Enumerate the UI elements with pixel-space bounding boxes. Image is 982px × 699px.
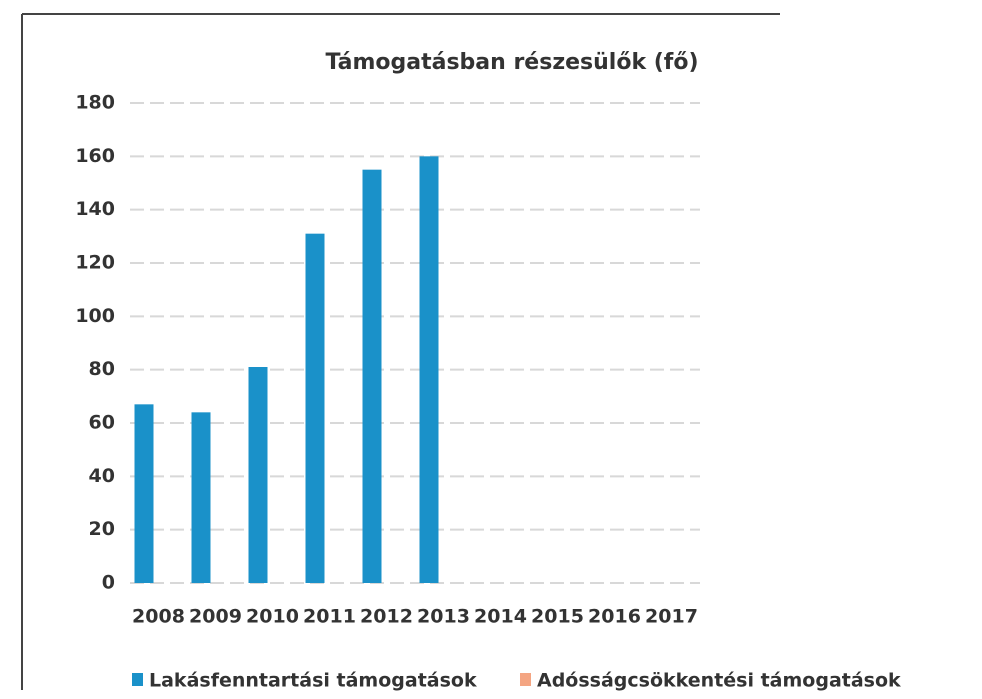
y-tick-label: 40: [89, 465, 115, 487]
x-tick-label: 2017: [645, 606, 698, 628]
x-tick-label: 2013: [417, 606, 470, 628]
x-tick-label: 2015: [531, 606, 584, 628]
x-tick-label: 2011: [303, 606, 356, 628]
legend-label: Adósságcsökkentési támogatások: [537, 670, 901, 692]
bar: [305, 233, 325, 583]
bar: [362, 169, 382, 583]
legend-swatch: [132, 673, 143, 686]
x-tick-label: 2009: [189, 606, 242, 628]
x-tick-label: 2014: [474, 606, 527, 628]
y-tick-label: 140: [75, 198, 115, 220]
bar: [191, 412, 211, 583]
y-tick-label: 80: [89, 358, 115, 380]
frame: [21, 13, 780, 690]
bar: [419, 156, 439, 584]
y-tick-label: 180: [75, 92, 115, 114]
y-tick-label: 120: [75, 252, 115, 274]
bar: [134, 404, 154, 583]
x-tick-label: 2008: [132, 606, 185, 628]
y-tick-label: 20: [89, 518, 115, 540]
legend-swatch: [520, 673, 531, 686]
y-tick-label: 100: [75, 305, 115, 327]
chart-title: Támogatásban részesülők (fő): [325, 50, 698, 75]
legend-label: Lakásfenntartási támogatások: [149, 670, 477, 692]
x-tick-label: 2010: [246, 606, 299, 628]
x-tick-label: 2012: [360, 606, 413, 628]
y-tick-label: 60: [89, 412, 115, 434]
x-tick-label: 2016: [588, 606, 641, 628]
y-tick-label: 160: [75, 145, 115, 167]
y-tick-label: 0: [102, 572, 115, 594]
bar: [248, 367, 268, 583]
